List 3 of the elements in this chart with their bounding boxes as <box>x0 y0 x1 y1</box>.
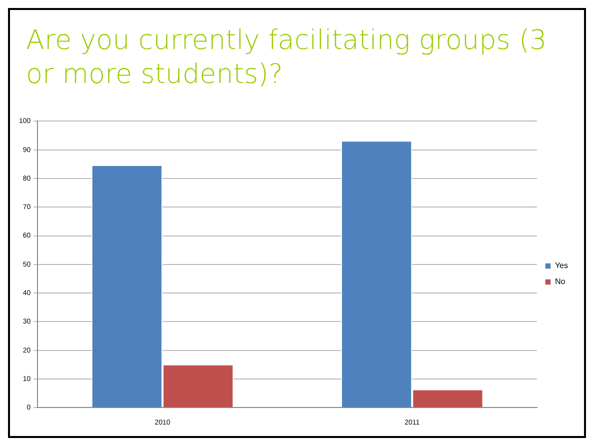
chart-title: Are you currently facilitating groups (3 or more students)? <box>26 24 548 92</box>
legend-label: Yes <box>554 261 568 270</box>
legend-label: No <box>554 277 566 286</box>
